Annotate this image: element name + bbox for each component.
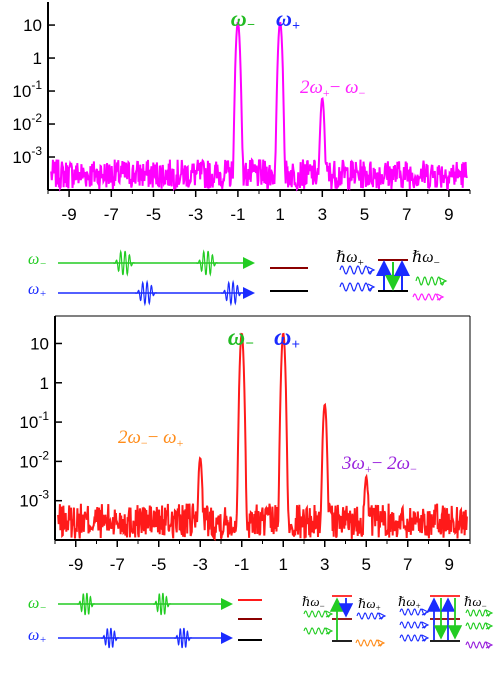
top-x-tick-label: -5 — [146, 205, 161, 224]
bottom-wave-blue-in-3 — [399, 634, 430, 642]
bottom-x-tick-label: 3 — [320, 555, 329, 574]
bottom-label-omega-minus: ω− — [228, 325, 254, 352]
bottom-wave-green-1 — [303, 610, 334, 618]
bottom-y-tick-label: 10-3 — [19, 488, 49, 511]
top-pulse-green-2 — [196, 249, 218, 277]
bottom-wave-blue-in-1 — [399, 608, 430, 616]
top-spectrum-line — [50, 21, 468, 193]
top-label-omega-plus: ω+ — [276, 6, 300, 34]
top-y-tick-label: 1 — [33, 49, 42, 68]
top-chart: 10 1 10-1 10-2 10-3 -9 -7 -5 -3 -1 1 3 5 7 9 ω− ω+ 2ω… — [12, 2, 471, 224]
top-wave-blue-2 — [339, 282, 376, 292]
bottom-x-ticks: -9 -7 -5 -3 -1 1 3 5 7 9 — [54, 540, 471, 574]
top-x-tick-label: -9 — [62, 205, 77, 224]
bottom-wave-blue-out — [356, 612, 387, 620]
top-x-tick-label: 9 — [444, 205, 453, 224]
bottom-x-tick-label: -1 — [234, 555, 249, 574]
bottom-label-omega-plus: ω+ — [274, 325, 300, 353]
bottom-pulse-blue-1 — [101, 627, 119, 649]
top-pulse-blue-2 — [221, 279, 243, 307]
bottom-wave-blue-in-2 — [399, 621, 430, 629]
top-hbar-minus: ℏω− — [412, 249, 440, 269]
top-beam-label-minus: ω− — [28, 251, 47, 270]
bottom-hbar-minus-1: ℏω− — [302, 594, 325, 611]
top-label-2wp-minus-wm: 2ω+− ω− — [300, 77, 366, 100]
top-label-omega-minus: ω− — [231, 6, 255, 33]
bottom-hbar-plus-1: ℏω+ — [358, 596, 381, 613]
bottom-pulse-blue-2 — [174, 627, 192, 649]
bottom-y-tick-label: 10 — [30, 334, 49, 353]
bottom-x-tick-label: -3 — [193, 555, 208, 574]
bottom-label-3wp-minus-2wm: 3ω+− 2ω− — [341, 453, 417, 476]
top-y-tick-label: 10-2 — [12, 111, 42, 134]
bottom-y-tick-label: 10-2 — [19, 448, 49, 471]
bottom-spectrum-line — [57, 332, 468, 542]
bottom-wave-orange-out — [355, 639, 386, 647]
top-y-tick-label: 10-3 — [12, 144, 42, 167]
top-x-tick-label: 7 — [402, 205, 411, 224]
top-x-tick-label: 5 — [360, 205, 369, 224]
bottom-hbar-plus-2: ℏω+ — [398, 594, 421, 611]
bottom-x-tick-label: -5 — [151, 555, 166, 574]
top-pulse-green-1 — [113, 249, 135, 277]
bottom-beam-label-minus: ω− — [28, 595, 47, 614]
bottom-x-tick-label: 9 — [445, 555, 454, 574]
top-x-tick-label: -1 — [230, 205, 245, 224]
top-wave-magenta-out — [412, 293, 445, 301]
bottom-x-tick-label: 7 — [403, 555, 412, 574]
bottom-diagram: ω− ω+ ℏω− ℏω+ ℏω+ ℏω− — [28, 592, 494, 649]
bottom-y-tick-label: 1 — [40, 374, 49, 393]
bottom-y-ticks: 10 1 10-1 10-2 10-3 — [19, 334, 62, 511]
bottom-label-2wm-minus-wp: 2ω−− ω+ — [118, 427, 184, 450]
bottom-pulse-green-1 — [77, 592, 95, 616]
top-y-tick-label: 10-1 — [12, 78, 42, 101]
bottom-chart: 10 1 10-1 10-2 10-3 -9 -7 -5 -3 -1 1 3 5 7 9 ω− ω+ 2ω… — [19, 315, 471, 574]
top-x-tick-label: 1 — [275, 205, 284, 224]
top-hbar-plus: ℏω+ — [336, 249, 364, 269]
bottom-x-tick-label: 5 — [362, 555, 371, 574]
bottom-wave-green-out-1 — [465, 609, 494, 617]
top-x-tick-label: -7 — [104, 205, 119, 224]
bottom-x-tick-label: 1 — [279, 555, 288, 574]
bottom-wave-purple-out — [465, 641, 494, 649]
top-y-tick-label: 10 — [23, 16, 42, 35]
top-x-ticks: -9 -7 -5 -3 -1 1 3 5 7 9 — [47, 190, 471, 224]
top-pulse-blue-1 — [135, 279, 157, 307]
bottom-beam-label-plus: ω+ — [28, 627, 47, 646]
bottom-y-tick-label: 10-1 — [19, 409, 49, 432]
top-beam-label-plus: ω+ — [28, 281, 47, 300]
bottom-x-tick-label: -9 — [68, 555, 83, 574]
bottom-wave-green-2 — [303, 627, 334, 635]
bottom-wave-green-out-2 — [465, 622, 494, 630]
bottom-hbar-minus-2: ℏω− — [464, 594, 487, 611]
top-x-tick-label: -3 — [188, 205, 203, 224]
top-wave-blue-1 — [339, 265, 376, 275]
bottom-pulse-green-2 — [153, 592, 171, 616]
bottom-x-tick-label: -7 — [110, 555, 125, 574]
top-diagram: ω− ω+ ℏω+ ℏω− — [28, 249, 448, 307]
top-x-tick-label: 3 — [318, 205, 327, 224]
top-wave-green-out — [415, 276, 448, 286]
